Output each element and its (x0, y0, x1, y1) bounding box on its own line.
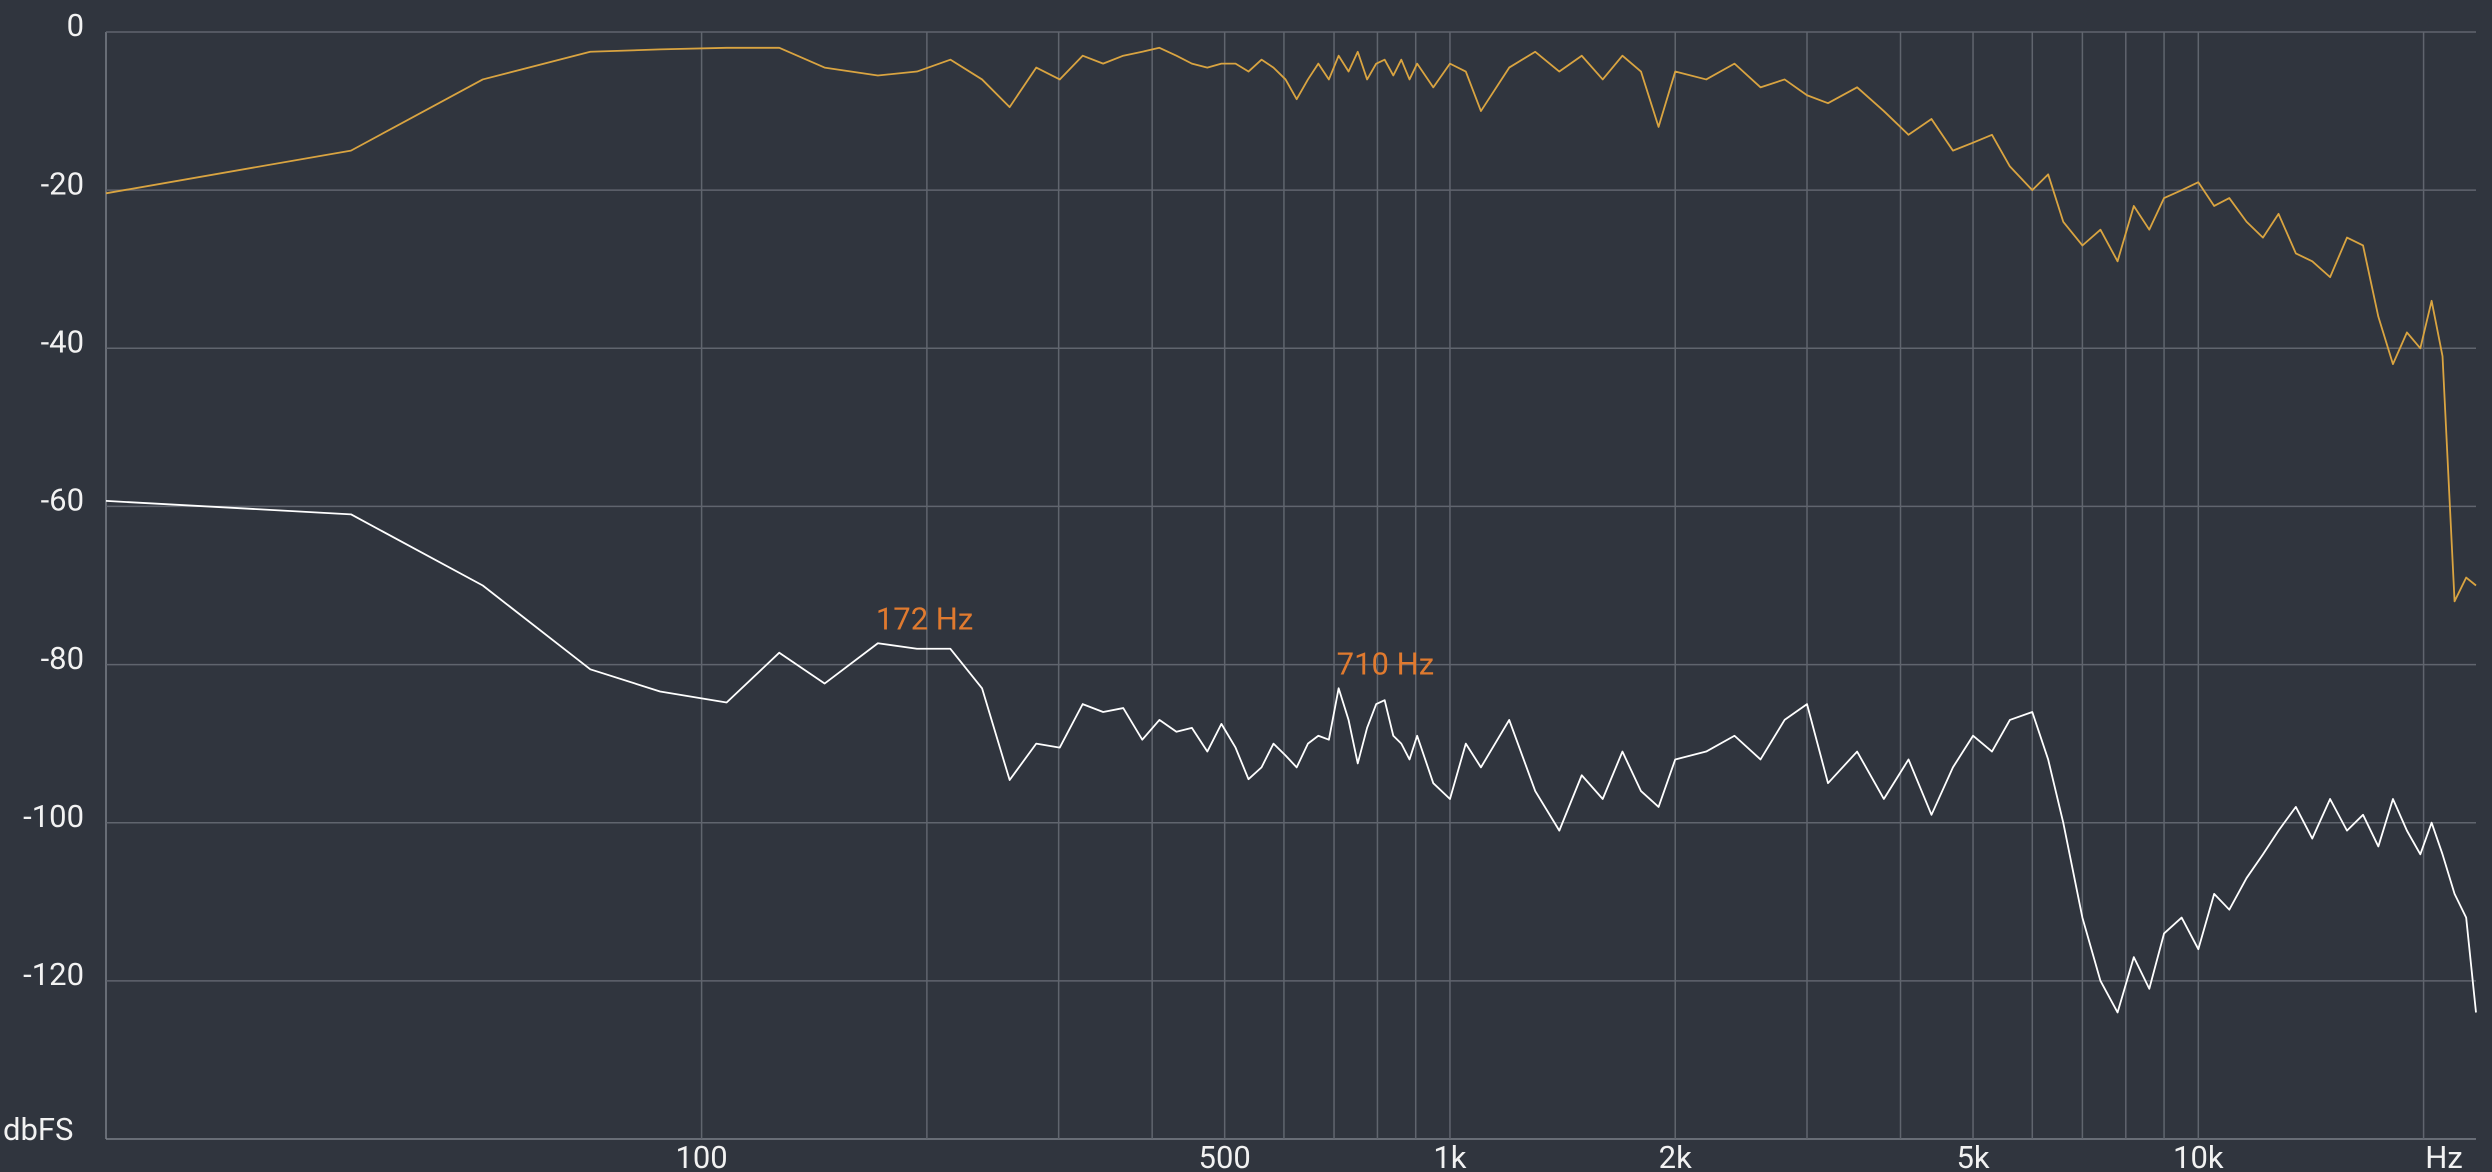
y-tick-label: -120 (23, 956, 84, 993)
x-tick-label: 10k (2173, 1139, 2224, 1172)
x-axis-label: Hz (2425, 1139, 2463, 1172)
y-tick-label: -80 (41, 640, 84, 677)
peak-annotation: 172 Hz (876, 600, 973, 637)
spectrum-line (105, 499, 2477, 1014)
y-axis-label: dbFS (3, 1111, 73, 1148)
y-tick-label: 0 (67, 7, 84, 44)
x-tick-label: 2k (1659, 1139, 1692, 1172)
x-tick-label: 500 (1199, 1139, 1251, 1172)
y-tick-label: -40 (41, 323, 84, 360)
x-tick-label: 100 (675, 1139, 727, 1172)
y-tick-label: -20 (41, 165, 84, 202)
y-tick-label: -100 (23, 798, 84, 835)
x-tick-label: 1k (1433, 1139, 1466, 1172)
spectrum-line (105, 46, 2477, 603)
x-tick-label: 5k (1956, 1139, 1989, 1172)
y-tick-label: -60 (41, 482, 84, 519)
peak-annotation: 710 Hz (1337, 645, 1434, 682)
